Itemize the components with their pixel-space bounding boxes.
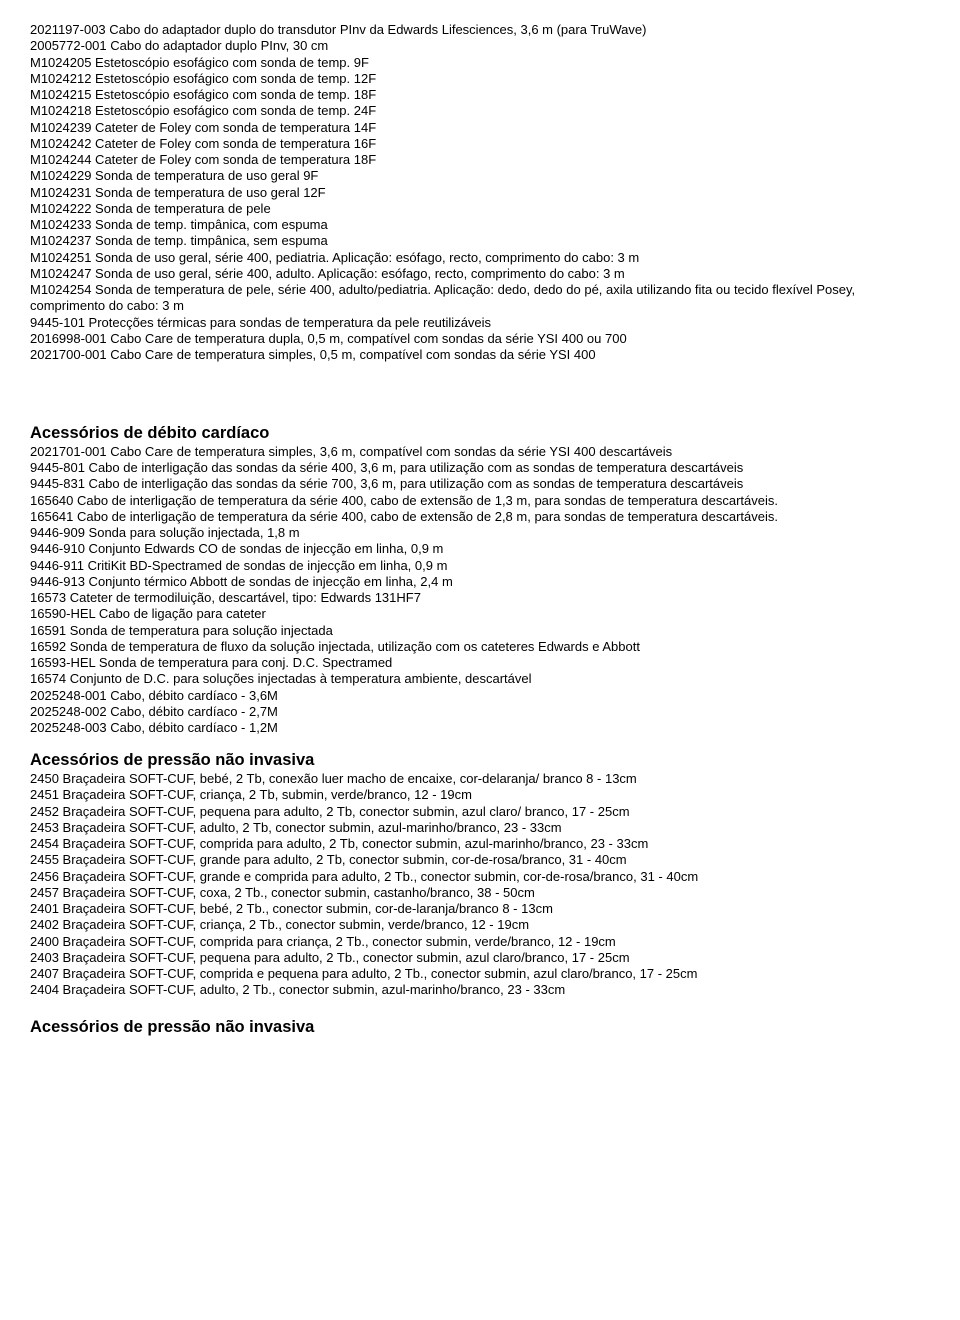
product-line: M1024251 Sonda de uso geral, série 400, …: [30, 250, 930, 266]
product-line: 2402 Braçadeira SOFT-CUF, criança, 2 Tb.…: [30, 917, 930, 933]
product-line: 16590-HEL Cabo de ligação para cateter: [30, 606, 930, 622]
product-line: 2456 Braçadeira SOFT-CUF, grande e compr…: [30, 869, 930, 885]
product-line: 9445-831 Cabo de interligação das sondas…: [30, 476, 930, 492]
product-line: M1024233 Sonda de temp. timpânica, com e…: [30, 217, 930, 233]
product-line: 16592 Sonda de temperatura de fluxo da s…: [30, 639, 930, 655]
product-line: 2455 Braçadeira SOFT-CUF, grande para ad…: [30, 852, 930, 868]
product-line: 2025248-001 Cabo, débito cardíaco - 3,6M: [30, 688, 930, 704]
heading-nibp-2: Acessórios de pressão não invasiva: [30, 1017, 930, 1038]
product-line: 16573 Cateter de termodiluição, descartá…: [30, 590, 930, 606]
product-line: 16591 Sonda de temperatura para solução …: [30, 623, 930, 639]
product-line: 9445-101 Protecções térmicas para sondas…: [30, 315, 930, 331]
product-line: 2454 Braçadeira SOFT-CUF, comprida para …: [30, 836, 930, 852]
product-line: M1024244 Cateter de Foley com sonda de t…: [30, 152, 930, 168]
product-line: 2400 Braçadeira SOFT-CUF, comprida para …: [30, 934, 930, 950]
product-line: 16574 Conjunto de D.C. para soluções inj…: [30, 671, 930, 687]
product-line: M1024237 Sonda de temp. timpânica, sem e…: [30, 233, 930, 249]
section-1: 2021197-003 Cabo do adaptador duplo do t…: [30, 22, 930, 363]
product-line: 2401 Braçadeira SOFT-CUF, bebé, 2 Tb., c…: [30, 901, 930, 917]
product-line: M1024205 Estetoscópio esofágico com sond…: [30, 55, 930, 71]
heading-cardiac-output: Acessórios de débito cardíaco: [30, 423, 930, 444]
product-line: 9446-910 Conjunto Edwards CO de sondas d…: [30, 541, 930, 557]
product-line: 2021700-001 Cabo Care de temperatura sim…: [30, 347, 930, 363]
product-line: M1024222 Sonda de temperatura de pele: [30, 201, 930, 217]
product-line: M1024212 Estetoscópio esofágico com sond…: [30, 71, 930, 87]
product-line: 9445-801 Cabo de interligação das sondas…: [30, 460, 930, 476]
product-line: M1024242 Cateter de Foley com sonda de t…: [30, 136, 930, 152]
product-line: 2005772-001 Cabo do adaptador duplo PInv…: [30, 38, 930, 54]
product-line: 2021197-003 Cabo do adaptador duplo do t…: [30, 22, 930, 38]
product-line: 2403 Braçadeira SOFT-CUF, pequena para a…: [30, 950, 930, 966]
product-line: M1024239 Cateter de Foley com sonda de t…: [30, 120, 930, 136]
product-line: 2404 Braçadeira SOFT-CUF, adulto, 2 Tb.,…: [30, 982, 930, 998]
product-line: 165641 Cabo de interligação de temperatu…: [30, 509, 930, 525]
product-line: 2021701-001 Cabo Care de temperatura sim…: [30, 444, 930, 460]
heading-nibp-1: Acessórios de pressão não invasiva: [30, 750, 930, 771]
product-line: 2453 Braçadeira SOFT-CUF, adulto, 2 Tb, …: [30, 820, 930, 836]
product-line: 2016998-001 Cabo Care de temperatura dup…: [30, 331, 930, 347]
section-3: 2450 Braçadeira SOFT-CUF, bebé, 2 Tb, co…: [30, 771, 930, 999]
product-line: 16593-HEL Sonda de temperatura para conj…: [30, 655, 930, 671]
product-line: 9446-909 Sonda para solução injectada, 1…: [30, 525, 930, 541]
product-line: M1024215 Estetoscópio esofágico com sond…: [30, 87, 930, 103]
product-line: 165640 Cabo de interligação de temperatu…: [30, 493, 930, 509]
product-line: 2450 Braçadeira SOFT-CUF, bebé, 2 Tb, co…: [30, 771, 930, 787]
product-line: 2025248-002 Cabo, débito cardíaco - 2,7M: [30, 704, 930, 720]
product-line: 9446-913 Conjunto térmico Abbott de sond…: [30, 574, 930, 590]
product-line: M1024254 Sonda de temperatura de pele, s…: [30, 282, 930, 315]
product-line: M1024247 Sonda de uso geral, série 400, …: [30, 266, 930, 282]
product-line: 2025248-003 Cabo, débito cardíaco - 1,2M: [30, 720, 930, 736]
product-line: 9446-911 CritiKit BD-Spectramed de sonda…: [30, 558, 930, 574]
product-line: 2457 Braçadeira SOFT-CUF, coxa, 2 Tb., c…: [30, 885, 930, 901]
product-line: M1024218 Estetoscópio esofágico com sond…: [30, 103, 930, 119]
product-line: M1024229 Sonda de temperatura de uso ger…: [30, 168, 930, 184]
product-line: 2407 Braçadeira SOFT-CUF, comprida e peq…: [30, 966, 930, 982]
product-line: 2452 Braçadeira SOFT-CUF, pequena para a…: [30, 804, 930, 820]
section-2: 2021701-001 Cabo Care de temperatura sim…: [30, 444, 930, 737]
product-line: 2451 Braçadeira SOFT-CUF, criança, 2 Tb,…: [30, 787, 930, 803]
product-line: M1024231 Sonda de temperatura de uso ger…: [30, 185, 930, 201]
